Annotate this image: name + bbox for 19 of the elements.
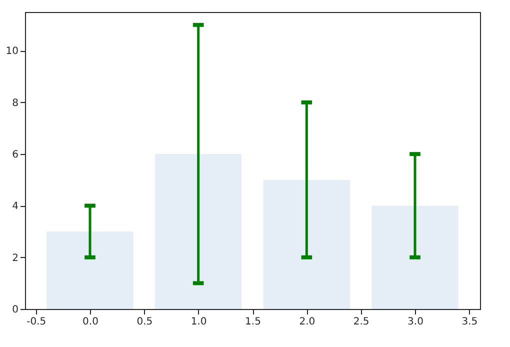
bar [263,180,350,309]
y-tick-label: 4 [12,201,18,212]
x-tick-label: -0.5 [26,316,46,328]
y-tick-label: 0 [12,304,18,316]
x-tick-label: 1.5 [245,316,261,328]
x-tick-label: 0.5 [136,316,153,328]
x-tick-label: 0.0 [82,316,98,328]
y-tick-label: 10 [6,46,18,58]
bar [372,206,458,309]
x-tick-label: 1.0 [190,316,207,328]
bar [155,154,242,309]
x-tick-label: 3.5 [462,316,478,328]
y-tick-label: 6 [12,150,18,161]
x-tick-label: 2.0 [299,316,316,328]
x-tick-label: 2.5 [353,316,370,328]
y-tick-label: 2 [12,252,18,264]
x-tick-label: 3.0 [408,316,424,328]
y-tick-label: 8 [12,98,18,109]
bar [46,232,134,309]
